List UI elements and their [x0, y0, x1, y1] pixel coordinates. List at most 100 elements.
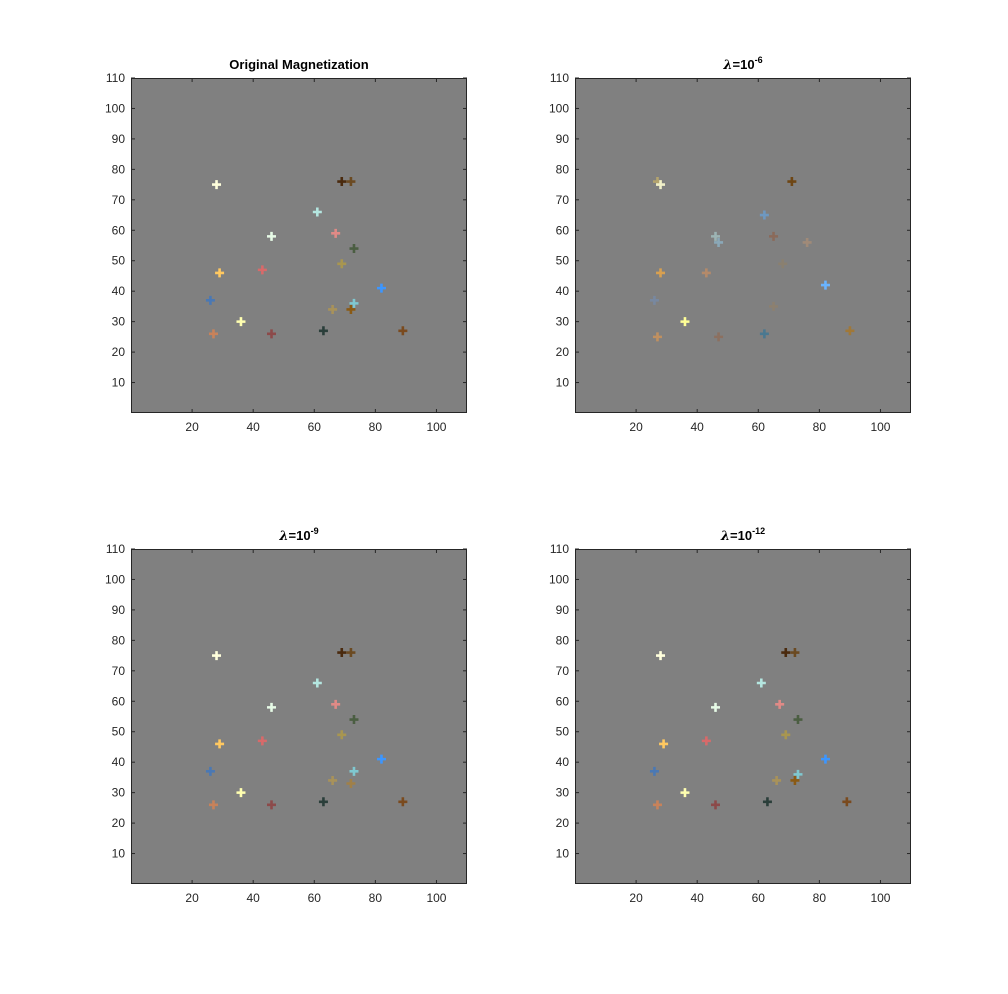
y-tick-label: 70 [112, 664, 126, 678]
data-point [349, 298, 359, 308]
y-tick-label: 20 [112, 816, 126, 830]
data-point [208, 800, 218, 810]
y-tick-label: 80 [112, 162, 126, 176]
axes-box [131, 78, 467, 413]
subplot-title: Original Magnetization [229, 57, 368, 72]
y-tick-label: 100 [549, 101, 569, 115]
data-point [346, 304, 356, 314]
y-tick-label: 50 [112, 254, 126, 268]
y-tick-label: 20 [556, 345, 570, 359]
x-tick-label: 40 [247, 420, 261, 434]
data-point [236, 317, 246, 327]
data-point [652, 332, 662, 342]
data-point [772, 775, 782, 785]
data-point [328, 304, 338, 314]
x-tick-label: 40 [691, 891, 705, 905]
data-point [656, 268, 666, 278]
data-point [267, 800, 277, 810]
data-point [337, 648, 347, 658]
y-tick-label: 110 [106, 71, 125, 85]
x-tick-label: 60 [308, 420, 322, 434]
subplot-2: 20 40 60 80 100 10 20 30 40 50 60 70 80 90 100 110 λ=10-… [549, 55, 911, 434]
y-tick-label: 60 [112, 223, 126, 237]
y-tick-label: 110 [550, 542, 569, 556]
data-point [212, 180, 222, 190]
title-base: =10 [733, 57, 755, 72]
data-point [376, 283, 386, 293]
data-point [656, 180, 666, 190]
x-tick-label: 20 [629, 891, 643, 905]
data-point [769, 231, 779, 241]
y-tick-label: 30 [112, 315, 126, 329]
y-tick-label: 100 [549, 572, 569, 586]
plot-area [575, 549, 911, 884]
subplot-1: 20 40 60 80 100 10 20 30 40 50 60 70 80 90 100 110 Origi… [105, 57, 467, 434]
title-exponent: -12 [752, 526, 765, 536]
x-tick-label: 60 [752, 891, 766, 905]
y-tick-label: 10 [556, 376, 570, 390]
data-point [781, 730, 791, 740]
data-point [711, 702, 721, 712]
y-tick-label: 80 [112, 633, 126, 647]
data-point [711, 800, 721, 810]
data-point [346, 648, 356, 658]
y-tick-label: 30 [556, 315, 570, 329]
y-tick-label: 110 [550, 71, 569, 85]
data-point [652, 800, 662, 810]
plot-area [131, 78, 467, 413]
y-tick-label: 30 [556, 786, 570, 800]
data-point [701, 268, 711, 278]
data-point [328, 775, 338, 785]
data-point [318, 797, 328, 807]
title-base: =10 [289, 528, 311, 543]
y-tick-label: 90 [556, 603, 570, 617]
data-point [793, 715, 803, 725]
title-base: =10 [730, 528, 752, 543]
data-point [267, 329, 277, 339]
plot-area [575, 78, 911, 413]
data-point [337, 730, 347, 740]
data-point [376, 754, 386, 764]
y-tick-label: 40 [112, 755, 126, 769]
data-point [759, 210, 769, 220]
data-point [659, 739, 669, 749]
data-point [820, 280, 830, 290]
data-point [398, 797, 408, 807]
x-tick-label: 80 [813, 891, 827, 905]
data-point [267, 231, 277, 241]
data-point [346, 779, 356, 788]
data-point [215, 268, 225, 278]
y-tick-label: 30 [112, 786, 126, 800]
y-tick-label: 110 [106, 542, 125, 556]
lambda-symbol: λ [278, 529, 288, 544]
data-point [842, 797, 852, 807]
y-tick-label: 40 [112, 284, 126, 298]
data-point [775, 699, 785, 709]
data-point [215, 739, 225, 749]
data-point [257, 736, 267, 746]
x-tick-label: 100 [426, 420, 446, 434]
y-tick-label: 60 [112, 694, 126, 708]
lambda-symbol: λ [722, 58, 732, 73]
x-tick-label: 20 [629, 420, 643, 434]
data-point [346, 177, 356, 187]
y-tick-label: 100 [105, 101, 125, 115]
data-point [312, 207, 322, 217]
title-exponent: -6 [755, 55, 763, 65]
data-point [349, 715, 359, 725]
axes-box [575, 78, 911, 413]
y-tick-label: 70 [556, 664, 570, 678]
x-tick-label: 80 [369, 891, 383, 905]
data-point [337, 177, 347, 187]
data-point [212, 651, 222, 661]
data-point [762, 797, 772, 807]
y-tick-label: 70 [112, 193, 126, 207]
data-point [349, 766, 359, 776]
data-point [649, 295, 659, 305]
data-point [769, 301, 779, 311]
y-tick-label: 70 [556, 193, 570, 207]
x-tick-label: 40 [247, 891, 261, 905]
data-point [312, 678, 322, 688]
y-tick-label: 20 [556, 816, 570, 830]
data-point [711, 231, 721, 241]
